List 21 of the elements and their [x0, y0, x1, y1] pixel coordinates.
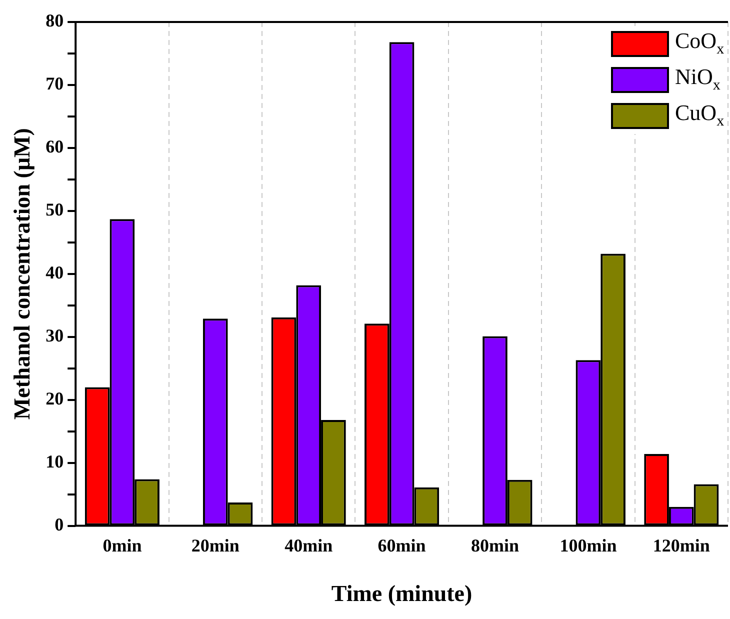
x-tick-label: 40min	[284, 535, 333, 556]
x-tick-label: 80min	[470, 535, 520, 556]
y-tick-label: 20	[46, 388, 64, 409]
x-axis-title: Time (minute)	[331, 581, 472, 606]
x-tick-label: 100min	[560, 535, 617, 556]
legend-label: CuO$_{x}$	[675, 100, 724, 130]
y-tick-label: 40	[46, 262, 64, 283]
y-tick-label: 30	[46, 326, 64, 346]
y-tick-label: 10	[46, 451, 64, 472]
y-tick-label: 50	[46, 200, 64, 220]
y-tick-label: 60	[46, 136, 64, 157]
legend-label: CoO$_{x}$	[675, 28, 724, 58]
x-tick-label: 0min	[102, 535, 142, 556]
y-axis-title: Methanol concentration (μM)	[10, 128, 35, 420]
legend-label: NiO$_{x}$	[675, 64, 720, 94]
y-tick-label: 0	[54, 514, 64, 534]
x-tick-label: 120min	[652, 535, 710, 556]
x-tick-label: 20min	[191, 535, 240, 556]
y-tick-label: 80	[46, 10, 64, 31]
x-tick-label: 60min	[378, 535, 426, 556]
y-tick-label: 70	[46, 74, 64, 94]
